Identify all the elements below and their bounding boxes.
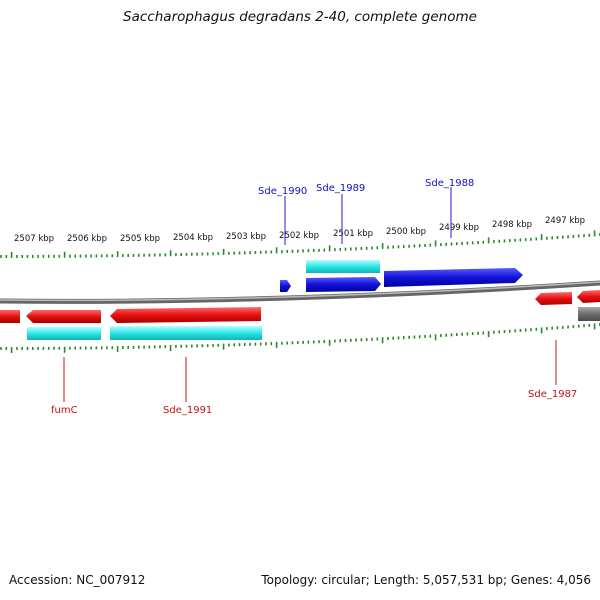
scale-label: 2504 kbp [173,233,213,243]
genome-summary-text: Topology: circular; Length: 5,057,531 bp… [261,573,591,587]
gene-label-sde1990[interactable]: Sde_1990 [258,186,307,197]
label-leaders [63,187,557,402]
gene-partial-right[interactable] [577,290,600,303]
scale-label: 2500 kbp [386,227,426,237]
genome-title: Saccharophagus degradans 2-40, complete … [123,9,477,25]
scale-ticks-bottom [0,323,600,353]
forward-strand-genes [280,260,523,292]
gene-sde1987[interactable] [535,292,572,305]
scale-labels: 2507 kbp 2506 kbp 2505 kbp 2504 kbp 2503… [14,216,585,244]
scale-label: 2498 kbp [492,220,532,230]
gene-label-sde1991[interactable]: Sde_1991 [163,405,212,416]
cds-feature-fumc[interactable] [27,327,101,340]
gene-fumc[interactable] [26,310,101,323]
gene-other-right[interactable] [578,307,600,321]
cds-feature-sde1991[interactable] [110,326,262,340]
gene-sde1990[interactable] [280,280,291,292]
scale-label: 2501 kbp [333,229,373,239]
scale-label: 2503 kbp [226,232,266,242]
scale-label: 2499 kbp [439,223,479,233]
gene-labels: Sde_1990 Sde_1989 Sde_1988 fumC Sde_1991… [51,178,577,416]
gene-sde1991[interactable] [110,307,261,323]
scale-label: 2506 kbp [67,234,107,244]
genome-backbone [0,280,600,304]
gene-sde1988[interactable] [384,268,523,287]
scale-ticks-top [0,230,600,258]
reverse-strand-genes [0,290,600,340]
gene-label-sde1989[interactable]: Sde_1989 [316,183,365,194]
accession-text: Accession: NC_007912 [9,573,146,587]
scale-label: 2502 kbp [279,231,319,241]
gene-partial-left[interactable] [0,310,20,323]
gene-label-fumc[interactable]: fumC [51,405,78,416]
scale-label: 2497 kbp [545,216,585,226]
gene-sde1989[interactable] [306,277,381,292]
scale-label: 2505 kbp [120,234,160,244]
cds-feature-sde1989[interactable] [306,260,380,273]
gene-label-sde1988[interactable]: Sde_1988 [425,178,474,189]
gene-label-sde1987[interactable]: Sde_1987 [528,389,577,400]
scale-label: 2507 kbp [14,234,54,244]
